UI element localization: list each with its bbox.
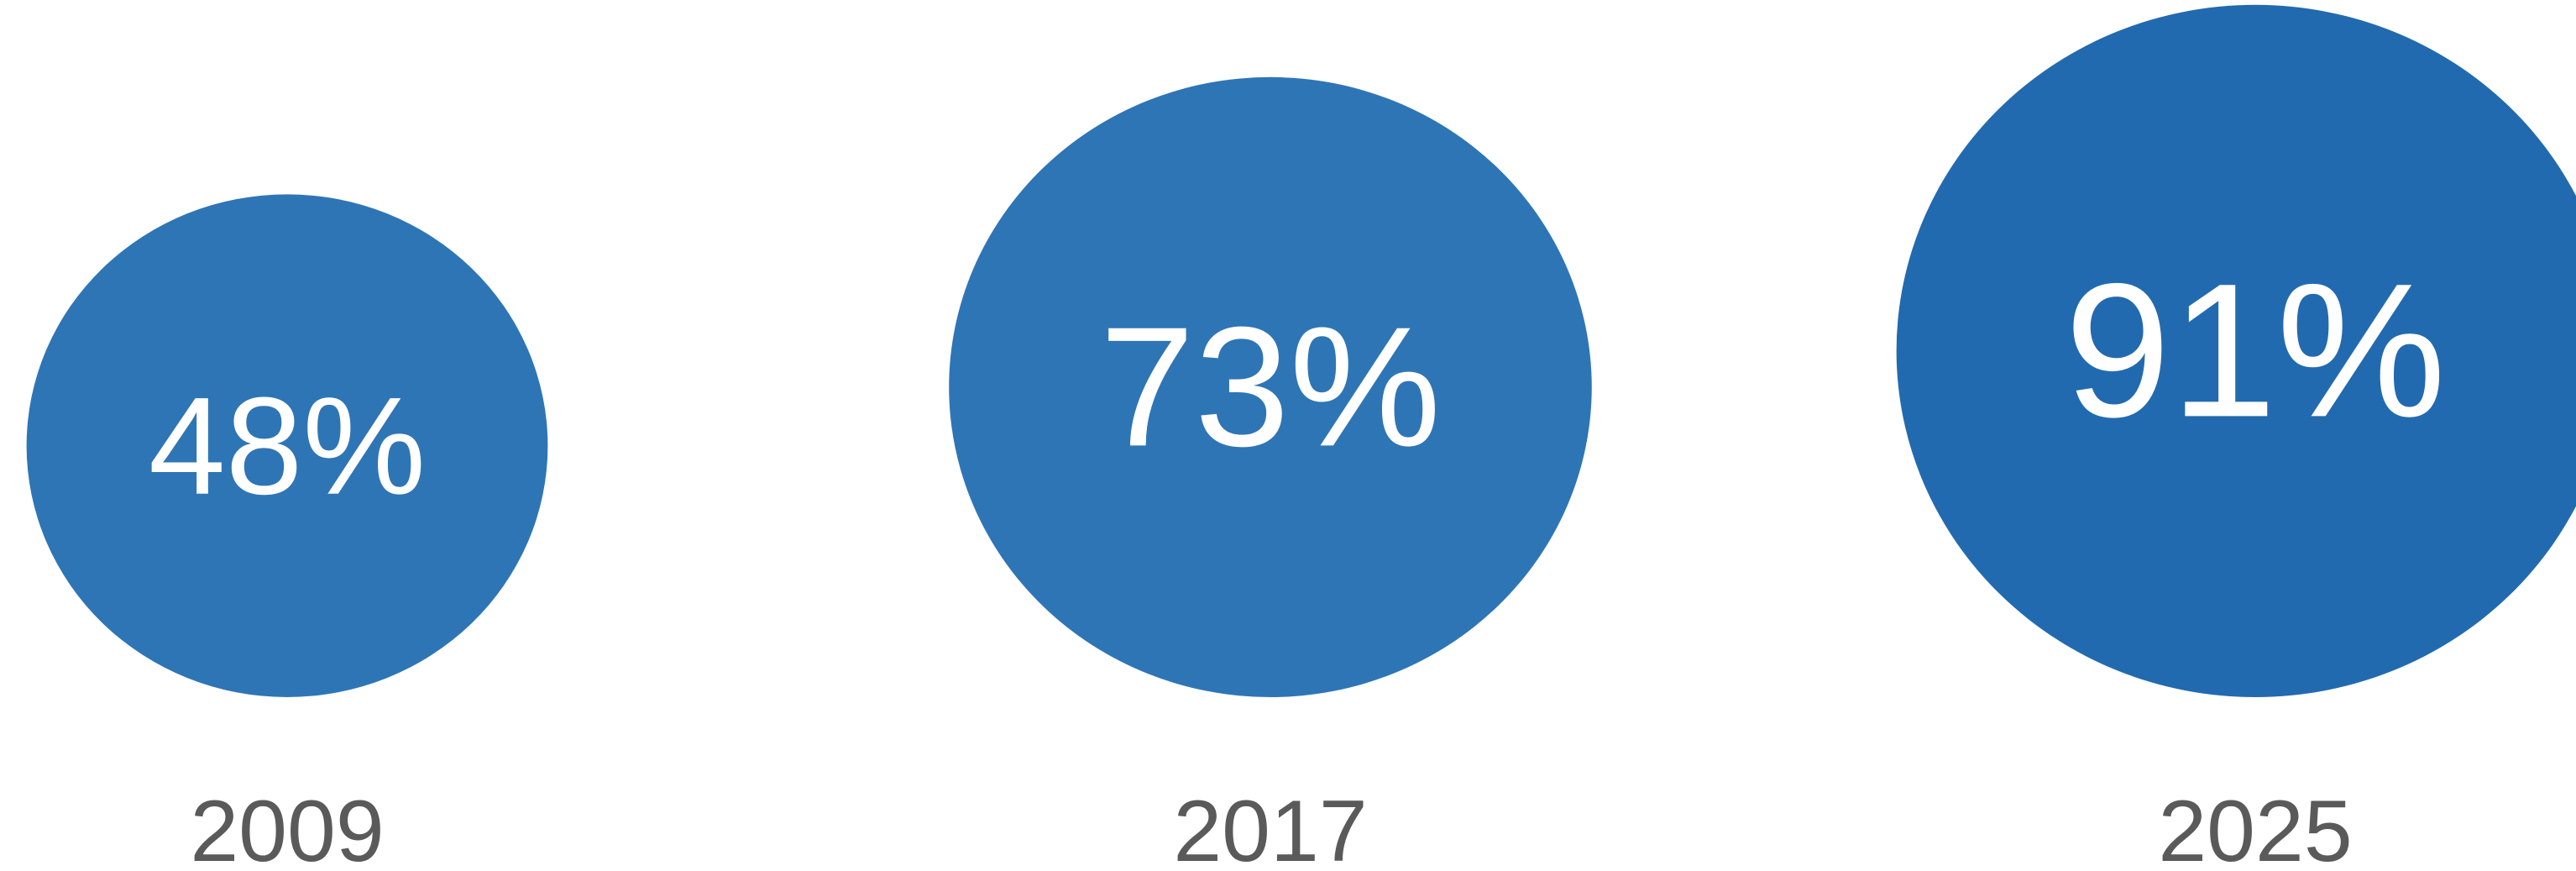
bubbles-layer: 48% 73% 91% bbox=[26, 4, 2576, 698]
bubble-2009 bbox=[26, 194, 548, 698]
bubble-2017 bbox=[949, 76, 1592, 697]
category-label: 2009 bbox=[190, 783, 384, 871]
year-labels-layer: 2009 2017 2025 bbox=[190, 783, 2352, 871]
bubble-value-label: 48% bbox=[149, 369, 426, 523]
bubble-2025 bbox=[1896, 4, 2576, 697]
bubble-value-label: 91% bbox=[2065, 244, 2446, 457]
category-label: 2017 bbox=[1173, 783, 1367, 871]
category-label: 2025 bbox=[2158, 783, 2352, 871]
bubble-value-label: 73% bbox=[1100, 291, 1441, 482]
